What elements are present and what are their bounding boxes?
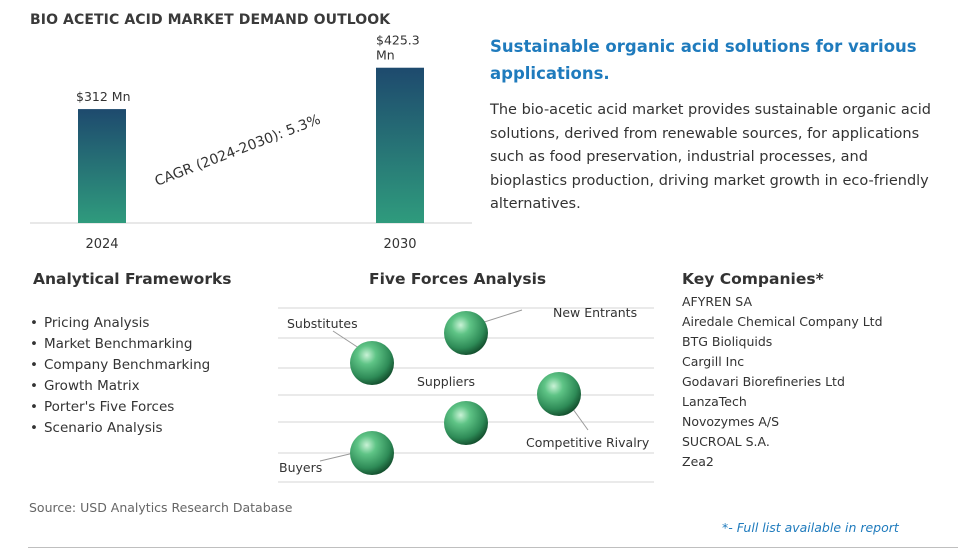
force-label-buyers: Buyers [279, 460, 323, 475]
bar-2030 [376, 67, 424, 223]
sphere-new-entrants [444, 311, 488, 355]
company-item: LanzaTech [682, 394, 747, 409]
headline: Sustainable organic acid solutions for v… [490, 37, 917, 83]
company-item: Godavari Biorefineries Ltd [682, 374, 845, 389]
framework-item: Scenario Analysis [30, 418, 210, 439]
force-label-competitive-rivalry: Competitive Rivalry [526, 435, 650, 450]
five-forces-diagram [278, 307, 654, 483]
company-item: Novozymes A/S [682, 414, 780, 429]
framework-item: Growth Matrix [30, 376, 210, 397]
framework-item: Pricing Analysis [30, 313, 210, 334]
source-note: Source: USD Analytics Research Database [29, 500, 293, 515]
x-tick-label-2024: 2024 [85, 237, 118, 252]
sphere-suppliers [537, 372, 581, 416]
cagr-annotation: CAGR (2024-2030): 5.3% [153, 112, 323, 190]
framework-item: Porter's Five Forces [30, 397, 210, 418]
companies-title: Key Companies* [682, 270, 824, 288]
force-label-suppliers: Suppliers [417, 374, 476, 389]
chart-title: BIO ACETIC ACID MARKET DEMAND OUTLOOK [30, 12, 391, 28]
company-item: AFYREN SA [682, 294, 753, 309]
full-list-footnote: *- Full list available in report [722, 520, 899, 535]
framework-item: Company Benchmarking [30, 355, 210, 376]
frameworks-list: Pricing Analysis Market Benchmarking Com… [30, 313, 210, 439]
companies-list: AFYREN SA Airedale Chemical Company Ltd … [682, 292, 883, 472]
bar-2024 [78, 109, 126, 223]
force-label-substitutes: Substitutes [287, 316, 358, 331]
sphere-competitive-rivalry [444, 401, 488, 445]
company-item: Airedale Chemical Company Ltd [682, 314, 883, 329]
company-item: BTG Bioliquids [682, 334, 773, 349]
data-label-2024: $312 Mn [76, 89, 131, 104]
company-item: Cargill Inc [682, 354, 745, 369]
company-item: Zea2 [682, 454, 714, 469]
frameworks-title: Analytical Frameworks [33, 270, 232, 288]
bar-chart: $312 Mn 2024 $425.3 Mn 2030 CAGR (2024-2030)… [30, 33, 472, 252]
x-tick-label-2030: 2030 [383, 237, 416, 252]
description: The bio-acetic acid market provides sust… [490, 102, 931, 212]
sphere-buyers [350, 431, 394, 475]
bottom-divider [28, 547, 958, 548]
framework-item: Market Benchmarking [30, 334, 210, 355]
five-forces-title: Five Forces Analysis [369, 270, 547, 288]
company-item: SUCROAL S.A. [682, 434, 770, 449]
force-label-new-entrants: New Entrants [553, 305, 638, 320]
data-label-2030: $425.3 Mn [376, 33, 420, 63]
sphere-substitutes [350, 341, 394, 385]
